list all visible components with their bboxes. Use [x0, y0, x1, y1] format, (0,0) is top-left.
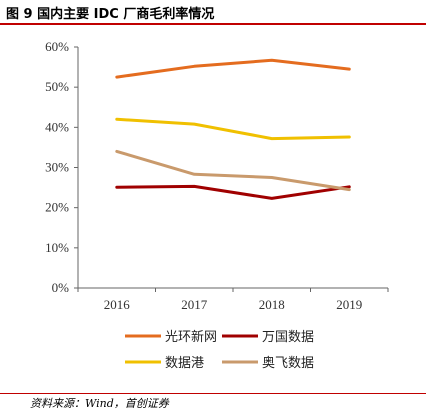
series-line-1 — [115, 58, 351, 79]
line-chart: 0% 10% 20% 30% 40% 50% 60% 2016 2017 2018 2019 光环新网… — [45, 39, 389, 371]
series-line-4 — [115, 149, 351, 192]
series-line-2 — [115, 184, 351, 200]
legend-label-4: 奥飞数据 — [262, 356, 314, 371]
legend-label-3: 数据港 — [165, 356, 204, 371]
x-tick-label: 2016 — [104, 297, 131, 312]
x-tick-label: 2017 — [181, 297, 208, 312]
figure-title: 图 9 国内主要 IDC 厂商毛利率情况 — [6, 7, 215, 22]
x-tick-label: 2018 — [259, 297, 285, 312]
source-rule — [0, 393, 426, 394]
series-line-3 — [115, 117, 351, 141]
y-tick-label: 10% — [45, 240, 69, 255]
y-tick-label: 60% — [45, 39, 69, 54]
y-tick-label: 0% — [52, 280, 70, 295]
legend-label-1: 光环新网 — [165, 329, 217, 345]
legend-label-2: 万国数据 — [262, 330, 314, 345]
y-tick-label: 50% — [45, 79, 69, 94]
y-tick-label: 30% — [45, 160, 69, 175]
x-tick-label: 2019 — [336, 297, 362, 312]
source-note: 资料来源：Wind，首创证券 — [30, 397, 169, 410]
title-rule — [0, 23, 426, 25]
y-tick-label: 40% — [45, 119, 69, 134]
y-tick-label: 20% — [45, 200, 69, 215]
